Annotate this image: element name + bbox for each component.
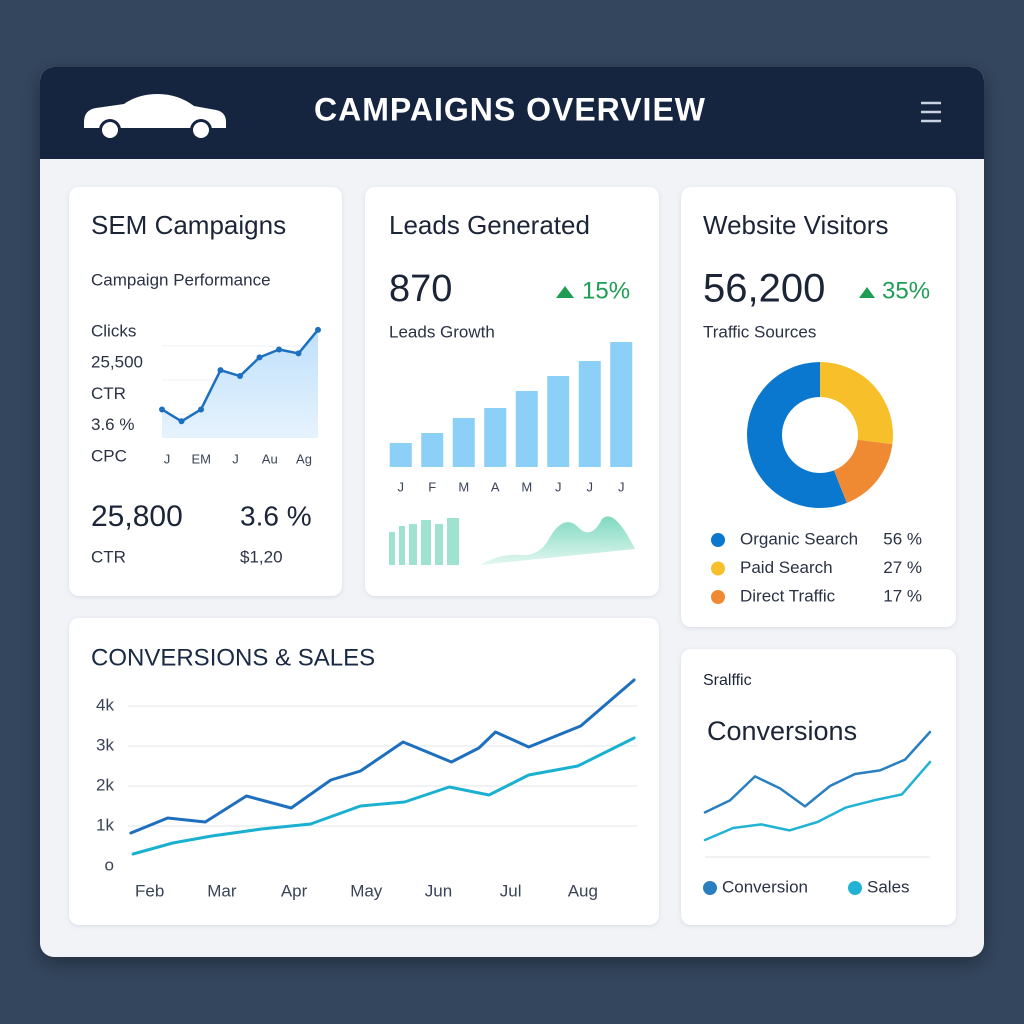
- conversion-line: [129, 678, 636, 835]
- x-tick-label: Aug: [568, 881, 598, 900]
- legend-label: Paid Search: [740, 558, 833, 577]
- sem-label: 3.6 %: [91, 415, 134, 434]
- car-icon: [84, 94, 226, 141]
- x-tick-label: Jun: [425, 881, 452, 900]
- legend-dot: [711, 561, 725, 576]
- donut-segment: [820, 362, 893, 445]
- x-tick-label: Apr: [281, 881, 308, 900]
- legend-label: Organic Search: [740, 529, 858, 548]
- leads-value: 870: [389, 268, 452, 310]
- visitors-change: 35%: [882, 277, 930, 304]
- sem-point: [295, 350, 302, 357]
- lead-x-label: F: [428, 479, 436, 494]
- sem-point: [198, 406, 204, 413]
- sem-label: 25,500: [91, 353, 143, 372]
- header-bar: [40, 67, 984, 159]
- traffic-label: Sralffic: [703, 672, 752, 689]
- lead-bar: [484, 408, 507, 467]
- legend-value: 17 %: [883, 586, 922, 605]
- legend-label: Sales: [867, 877, 910, 896]
- header-title: CAMPAIGNS OVERVIEW: [314, 91, 706, 127]
- sem-subtitle: Campaign Performance: [91, 270, 271, 289]
- lead-bar: [452, 418, 475, 467]
- visitors-card: [681, 187, 956, 627]
- sem-label: CPC: [91, 446, 127, 465]
- lead-x-label: J: [618, 479, 625, 494]
- visitors-value: 56,200: [703, 267, 825, 311]
- sem-point: [217, 367, 224, 374]
- traffic-card: [681, 649, 956, 925]
- y-tick-label: o: [105, 855, 114, 874]
- legend-dot: [848, 881, 862, 895]
- legend-value: 56 %: [883, 529, 922, 548]
- lead-bar: [389, 443, 412, 467]
- y-tick-label: 4k: [96, 695, 114, 714]
- sem-point: [159, 406, 165, 413]
- donut-segment: [833, 439, 893, 503]
- x-tick-label: May: [350, 881, 383, 900]
- lead-x-label: A: [491, 479, 500, 494]
- x-tick-label: Feb: [135, 881, 164, 900]
- sem-point: [276, 346, 282, 353]
- y-tick-label: 1k: [96, 815, 114, 834]
- donut-segment: [746, 362, 847, 509]
- x-tick-label: Jul: [500, 881, 522, 900]
- legend-dot: [703, 881, 717, 895]
- sem-stat-value: 3.6 %: [240, 500, 312, 531]
- sem-label: Clicks: [91, 321, 136, 340]
- traffic-line: [703, 730, 932, 814]
- visitors-subtitle: Traffic Sources: [703, 322, 816, 341]
- sem-stat-value: 25,800: [91, 500, 183, 533]
- visitors-title: Website Visitors: [703, 210, 888, 240]
- conversions-title: CONVERSIONS & SALES: [91, 644, 375, 671]
- y-tick-label: 3k: [96, 735, 114, 754]
- sem-x-label: Ag: [296, 451, 312, 466]
- mini-sparkline: [389, 516, 635, 565]
- sem-point: [315, 326, 321, 333]
- conversions-card: [69, 618, 659, 925]
- menu-button[interactable]: [921, 101, 941, 123]
- lead-x-label: J: [398, 479, 405, 494]
- conversion-line: [131, 736, 636, 856]
- leads-subtitle: Leads Growth: [389, 322, 495, 341]
- legend-value: 27 %: [883, 558, 922, 577]
- sem-x-label: Au: [262, 451, 278, 466]
- sem-stat-label: CTR: [91, 547, 126, 566]
- sem-x-label: EM: [192, 451, 212, 466]
- leads-change: 15%: [582, 277, 630, 304]
- up-arrow: [556, 286, 574, 298]
- sem-point: [178, 418, 185, 425]
- traffic-title: Conversions: [707, 716, 857, 746]
- y-tick-label: 2k: [96, 775, 114, 794]
- lead-bar: [547, 376, 570, 467]
- lead-x-label: J: [555, 479, 562, 494]
- up-arrow: [859, 287, 875, 298]
- legend-dot: [711, 533, 725, 547]
- sem-stat-label: $1,20: [240, 547, 283, 566]
- lead-bar: [421, 433, 444, 467]
- sem-title: SEM Campaigns: [91, 210, 286, 240]
- legend-label: Direct Traffic: [740, 586, 836, 605]
- lead-bar: [610, 342, 633, 467]
- sem-x-label: J: [232, 451, 239, 466]
- traffic-line: [703, 760, 932, 842]
- lead-x-label: M: [458, 479, 469, 494]
- sem-card: [69, 187, 342, 596]
- legend-label: Conversion: [722, 877, 808, 896]
- lead-bar: [515, 391, 538, 467]
- leads-title: Leads Generated: [389, 210, 590, 240]
- legend-dot: [711, 590, 725, 604]
- sem-point: [237, 373, 243, 380]
- lead-x-label: J: [587, 479, 594, 494]
- sem-point: [256, 354, 263, 361]
- sem-label: CTR: [91, 384, 126, 403]
- sem-x-label: J: [164, 451, 171, 466]
- x-tick-label: Mar: [207, 881, 237, 900]
- leads-card: [365, 187, 659, 596]
- lead-x-label: M: [521, 479, 532, 494]
- lead-bar: [578, 361, 601, 467]
